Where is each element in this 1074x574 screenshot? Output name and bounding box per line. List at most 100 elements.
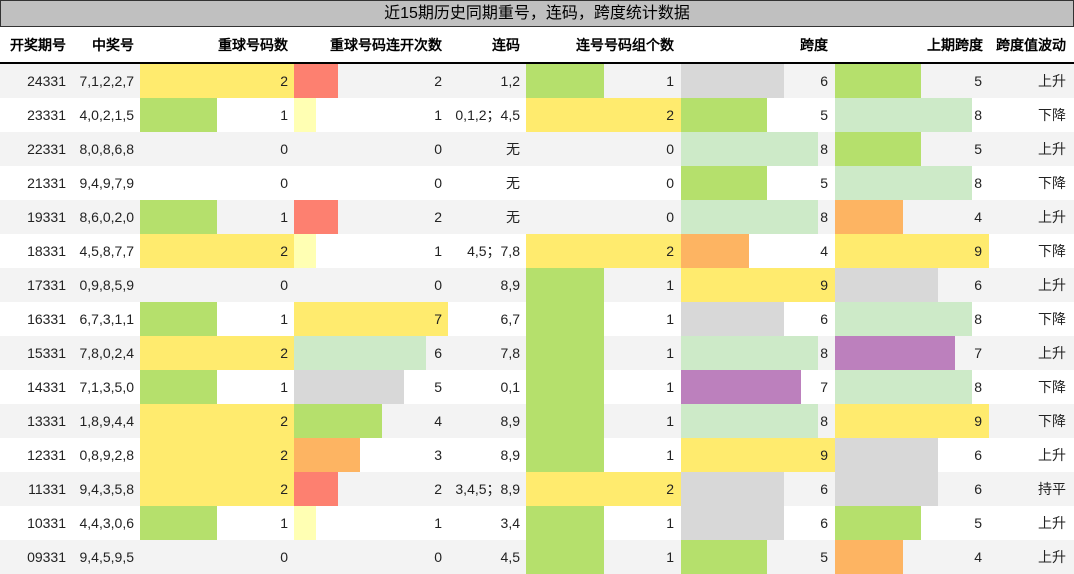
cell-repeat-streak[interactable]: 7 <box>434 311 442 327</box>
cell-span-trend[interactable]: 上升 <box>1038 549 1066 565</box>
cell-numbers[interactable]: 7,1,2,2,7 <box>79 73 135 89</box>
cell-period[interactable]: 16331 <box>27 311 66 327</box>
cell-span-trend[interactable]: 下降 <box>1038 413 1066 429</box>
cell-numbers[interactable]: 6,7,3,1,1 <box>79 311 135 327</box>
cell-repeat-streak[interactable]: 0 <box>434 549 442 565</box>
cell-prev-span[interactable]: 5 <box>974 141 982 157</box>
cell-consecutive[interactable]: 8,9 <box>500 447 520 463</box>
cell-span[interactable]: 6 <box>820 311 828 327</box>
cell-repeat-count[interactable]: 2 <box>280 481 288 497</box>
header-prev-span[interactable]: 上期跨度 <box>927 37 983 53</box>
cell-period[interactable]: 17331 <box>27 277 66 293</box>
cell-period[interactable]: 14331 <box>27 379 66 395</box>
cell-span[interactable]: 8 <box>820 413 828 429</box>
cell-span[interactable]: 8 <box>820 345 828 361</box>
cell-consecutive[interactable]: 6,7 <box>500 311 520 327</box>
cell-span[interactable]: 6 <box>820 73 828 89</box>
cell-period[interactable]: 18331 <box>27 243 66 259</box>
cell-repeat-streak[interactable]: 1 <box>434 243 442 259</box>
cell-span[interactable]: 8 <box>820 209 828 225</box>
cell-consecutive[interactable]: 3,4 <box>500 515 520 531</box>
cell-numbers[interactable]: 8,6,0,2,0 <box>79 209 135 225</box>
cell-repeat-count[interactable]: 1 <box>280 515 288 531</box>
cell-prev-span[interactable]: 8 <box>974 175 982 191</box>
cell-prev-span[interactable]: 9 <box>974 413 982 429</box>
header-span[interactable]: 跨度 <box>800 37 828 53</box>
cell-numbers[interactable]: 7,1,3,5,0 <box>79 379 135 395</box>
cell-consecutive-groups[interactable]: 2 <box>666 243 674 259</box>
cell-repeat-count[interactable]: 1 <box>280 311 288 327</box>
cell-period[interactable]: 13331 <box>27 413 66 429</box>
cell-span[interactable]: 9 <box>820 447 828 463</box>
cell-consecutive-groups[interactable]: 2 <box>666 107 674 123</box>
header-numbers[interactable]: 中奖号 <box>92 37 134 53</box>
cell-span[interactable]: 6 <box>820 515 828 531</box>
cell-consecutive-groups[interactable]: 1 <box>666 345 674 361</box>
cell-consecutive-groups[interactable]: 1 <box>666 277 674 293</box>
cell-span-trend[interactable]: 下降 <box>1038 311 1066 327</box>
cell-repeat-count[interactable]: 0 <box>280 141 288 157</box>
cell-consecutive[interactable]: 无 <box>506 175 520 191</box>
cell-numbers[interactable]: 9,4,5,9,5 <box>79 549 135 565</box>
cell-prev-span[interactable]: 8 <box>974 107 982 123</box>
cell-period[interactable]: 24331 <box>27 73 66 89</box>
cell-span-trend[interactable]: 上升 <box>1038 209 1066 225</box>
cell-numbers[interactable]: 4,0,2,1,5 <box>79 107 135 123</box>
cell-span[interactable]: 5 <box>820 549 828 565</box>
cell-repeat-count[interactable]: 1 <box>280 379 288 395</box>
cell-consecutive-groups[interactable]: 0 <box>666 141 674 157</box>
cell-prev-span[interactable]: 8 <box>974 379 982 395</box>
cell-repeat-streak[interactable]: 5 <box>434 379 442 395</box>
cell-span[interactable]: 6 <box>820 481 828 497</box>
cell-period[interactable]: 19331 <box>27 209 66 225</box>
cell-consecutive[interactable]: 0,1,2；4,5 <box>455 107 520 123</box>
cell-span[interactable]: 4 <box>820 243 828 259</box>
cell-consecutive[interactable]: 8,9 <box>500 277 520 293</box>
cell-repeat-streak[interactable]: 1 <box>434 515 442 531</box>
cell-repeat-streak[interactable]: 1 <box>434 107 442 123</box>
cell-period[interactable]: 09331 <box>27 549 66 565</box>
cell-consecutive[interactable]: 无 <box>506 209 520 225</box>
cell-period[interactable]: 12331 <box>27 447 66 463</box>
cell-prev-span[interactable]: 5 <box>974 73 982 89</box>
cell-consecutive-groups[interactable]: 1 <box>666 447 674 463</box>
cell-consecutive[interactable]: 4,5；7,8 <box>467 243 520 259</box>
cell-span-trend[interactable]: 上升 <box>1038 447 1066 463</box>
cell-numbers[interactable]: 4,4,3,0,6 <box>79 515 135 531</box>
cell-repeat-streak[interactable]: 0 <box>434 175 442 191</box>
cell-consecutive-groups[interactable]: 1 <box>666 311 674 327</box>
cell-repeat-count[interactable]: 2 <box>280 447 288 463</box>
header-span-trend[interactable]: 跨度值波动 <box>996 37 1066 53</box>
cell-span-trend[interactable]: 上升 <box>1038 73 1066 89</box>
cell-repeat-count[interactable]: 1 <box>280 107 288 123</box>
cell-numbers[interactable]: 9,4,9,7,9 <box>79 175 135 191</box>
cell-repeat-streak[interactable]: 6 <box>434 345 442 361</box>
cell-period[interactable]: 22331 <box>27 141 66 157</box>
cell-numbers[interactable]: 7,8,0,2,4 <box>79 345 135 361</box>
cell-prev-span[interactable]: 7 <box>974 345 982 361</box>
header-consecutive[interactable]: 连码 <box>492 37 520 53</box>
cell-span[interactable]: 8 <box>820 141 828 157</box>
cell-consecutive-groups[interactable]: 2 <box>666 481 674 497</box>
cell-prev-span[interactable]: 6 <box>974 277 982 293</box>
cell-repeat-count[interactable]: 2 <box>280 243 288 259</box>
cell-prev-span[interactable]: 9 <box>974 243 982 259</box>
cell-span-trend[interactable]: 上升 <box>1038 141 1066 157</box>
cell-consecutive[interactable]: 7,8 <box>500 345 520 361</box>
cell-consecutive[interactable]: 8,9 <box>500 413 520 429</box>
cell-prev-span[interactable]: 8 <box>974 311 982 327</box>
cell-consecutive-groups[interactable]: 1 <box>666 73 674 89</box>
cell-prev-span[interactable]: 5 <box>974 515 982 531</box>
cell-span-trend[interactable]: 下降 <box>1038 379 1066 395</box>
cell-consecutive-groups[interactable]: 1 <box>666 549 674 565</box>
cell-consecutive[interactable]: 4,5 <box>500 549 520 565</box>
cell-consecutive-groups[interactable]: 1 <box>666 379 674 395</box>
cell-consecutive[interactable]: 0,1 <box>500 379 520 395</box>
cell-numbers[interactable]: 8,0,8,6,8 <box>79 141 135 157</box>
cell-period[interactable]: 15331 <box>27 345 66 361</box>
cell-repeat-count[interactable]: 1 <box>280 209 288 225</box>
cell-repeat-streak[interactable]: 2 <box>434 73 442 89</box>
cell-repeat-streak[interactable]: 3 <box>434 447 442 463</box>
cell-repeat-count[interactable]: 0 <box>280 175 288 191</box>
cell-numbers[interactable]: 9,4,3,5,8 <box>79 481 135 497</box>
